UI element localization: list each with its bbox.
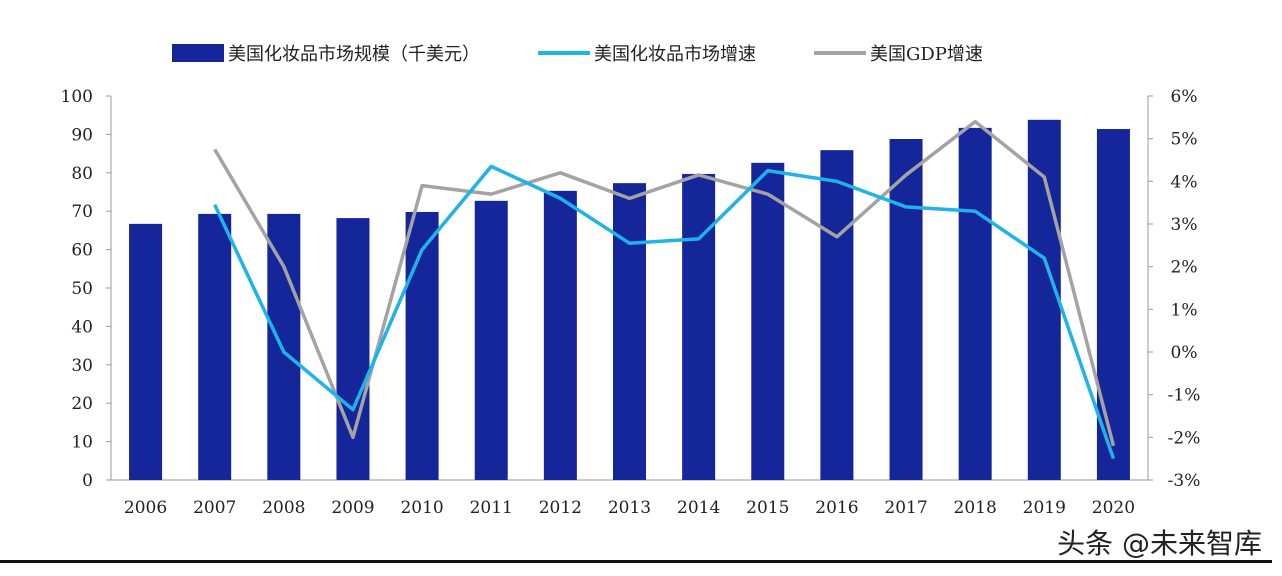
bar-2010: [405, 211, 439, 480]
legend-bar: 美国化妆品市场规模（千美元）: [172, 40, 480, 66]
divider: [0, 560, 1272, 563]
right-tick-label: 3%: [1171, 215, 1198, 235]
left-tick-label: 90: [71, 125, 93, 145]
right-tick-label: 2%: [1171, 258, 1198, 278]
bar-2006: [129, 223, 163, 480]
x-tick-label: 2011: [470, 498, 513, 518]
legend-label: 美国化妆品市场规模（千美元）: [228, 44, 480, 65]
legend-cyan: 美国化妆品市场增速: [538, 40, 756, 66]
bar-2008: [267, 213, 301, 480]
bar-2012: [543, 190, 577, 480]
right-tick-label: -1%: [1168, 386, 1201, 406]
x-tick-label: 2010: [400, 498, 443, 518]
left-tick-label: 80: [71, 164, 93, 184]
right-tick-label: 0%: [1171, 343, 1198, 363]
x-tick-label: 2006: [124, 498, 167, 518]
bar-2007: [198, 213, 232, 480]
right-tick-label: 6%: [1171, 87, 1198, 107]
x-tick-label: 2018: [954, 498, 997, 518]
left-tick-label: 40: [71, 317, 93, 337]
x-tick-label: 2012: [539, 498, 582, 518]
legend-label: 美国化妆品市场增速: [594, 44, 756, 65]
watermark: 头条 @未来智库: [1057, 527, 1262, 560]
x-tick-label: 2015: [746, 498, 789, 518]
bar-2017: [889, 139, 923, 480]
bar-2018: [958, 127, 992, 480]
legend-swatch-cyan: [538, 51, 590, 55]
bar-2015: [751, 162, 785, 481]
right-tick-label: -3%: [1168, 471, 1201, 491]
bar-2013: [613, 183, 646, 480]
bar-2014: [682, 173, 716, 480]
x-tick-label: 2007: [193, 498, 236, 518]
x-tick-label: 2009: [331, 498, 374, 518]
x-tick-label: 2008: [262, 498, 305, 518]
x-tick-label: 2016: [815, 498, 858, 518]
left-tick-label: 100: [61, 87, 93, 107]
bar-2009: [336, 218, 370, 480]
x-tick-label: 2017: [884, 498, 927, 518]
legend-swatch-gray: [814, 51, 866, 55]
bar-2011: [474, 200, 508, 480]
left-tick-label: 60: [71, 241, 93, 261]
bar-2019: [1027, 119, 1061, 481]
left-tick-label: 50: [71, 279, 93, 299]
right-tick-label: -2%: [1168, 428, 1201, 448]
line-market-growth: [213, 164, 1116, 460]
x-tick-label: 2014: [677, 498, 720, 518]
bar-2016: [820, 150, 854, 481]
right-tick-label: 5%: [1171, 130, 1198, 150]
x-tick-label: 2020: [1092, 498, 1135, 518]
right-tick-label: 1%: [1171, 300, 1198, 320]
line-gdp-growth: [213, 119, 1116, 447]
legend: 美国化妆品市场规模（千美元） 美国化妆品市场增速 美国GDP增速: [172, 40, 1041, 66]
left-tick-label: 30: [71, 356, 93, 376]
legend-gray: 美国GDP增速: [814, 40, 983, 66]
left-tick-label: 10: [71, 433, 93, 453]
legend-swatch-bar: [172, 44, 224, 62]
right-tick-label: 4%: [1171, 172, 1198, 192]
left-tick-label: 20: [71, 394, 93, 414]
left-tick-label: 0: [82, 471, 93, 491]
left-tick-label: 70: [71, 202, 93, 222]
x-tick-label: 2013: [608, 498, 651, 518]
x-tick-label: 2019: [1023, 498, 1066, 518]
legend-label: 美国GDP增速: [870, 44, 983, 65]
